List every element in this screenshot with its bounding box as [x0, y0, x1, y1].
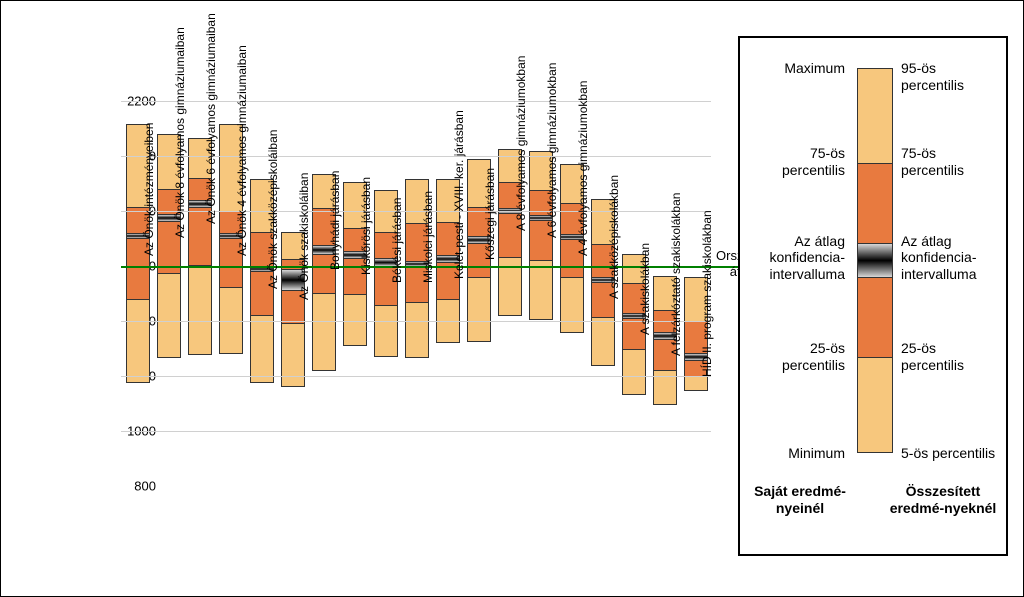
- legend-label-max: Maximum: [750, 60, 845, 77]
- gridline: [121, 321, 711, 322]
- category-label: A 4 évfolyamos gimnáziumokban: [576, 81, 590, 256]
- chart-area: Standardizált képességpont 8001000120014…: [81, 41, 711, 551]
- legend-label-p75-left: 75-ös percentilis: [750, 145, 845, 179]
- legend-label-p75-right: 75-ös percentilis: [901, 145, 996, 179]
- category-label: HÍD II. program szakiskolákban: [700, 210, 714, 377]
- legend-col-title-left: Saját eredmé-nyeinél: [750, 483, 850, 517]
- category-label: Az Önök szakközépiskoláiban: [266, 129, 280, 288]
- category-label: Miskolci járásban: [421, 191, 435, 283]
- category-label: Az Önök 8 évfolyamos gimnáziumaiban: [173, 27, 187, 238]
- legend-box: Maximum 75-ös percentilis Az átlag konfide…: [738, 36, 1008, 556]
- legend-label-p5: 5-ös percentilis: [901, 445, 996, 462]
- legend-label-min: Minimum: [750, 445, 845, 462]
- gridline: [121, 376, 711, 377]
- category-label: Az Önök 4 évfolyamos gimnáziumaiban: [235, 45, 249, 256]
- category-label: A 8 évfolyamos gimnáziumokban: [514, 56, 528, 231]
- legend-label-p25-right: 25-ös percentilis: [901, 340, 996, 374]
- legend-col-title-right: Összesített eredmé-nyeknél: [888, 483, 998, 517]
- legend-label-ci-left: Az átlag konfidencia-intervalluma: [750, 233, 845, 283]
- category-label: Kőszegi járásban: [483, 168, 497, 260]
- legend-ci: [857, 243, 893, 278]
- chart-container: Standardizált képességpont 8001000120014…: [0, 0, 1024, 597]
- legend-label-ci-right: Az átlag konfidencia-intervalluma: [901, 233, 996, 283]
- category-label: A felzárkóztató szakiskolákban: [669, 193, 683, 356]
- category-label: Kelet-pesti - XVIII. ker. járásban: [452, 110, 466, 279]
- category-label: Békési járásban: [390, 197, 404, 282]
- legend-inner: Maximum 75-ös percentilis Az átlag konfide…: [740, 38, 1006, 554]
- legend-label-p25-left: 25-ös percentilis: [750, 340, 845, 374]
- gridline: [121, 431, 711, 432]
- category-label: Kiskőrösi járásban: [359, 177, 373, 275]
- category-label: Bonyhádi járásban: [328, 171, 342, 270]
- category-label: Az Önök szakiskoláiban: [297, 172, 311, 299]
- category-label: Az Önök intézményeiben: [142, 122, 156, 255]
- category-label: Az Önök 6 évfolyamos gimnáziumaiban: [204, 13, 218, 224]
- category-label: A szakiskolákban: [638, 243, 652, 335]
- category-label: A 6 évfolyamos gimnáziumokban: [545, 62, 559, 237]
- category-label: A szakközépiskolákban: [607, 175, 621, 299]
- legend-label-p95: 95-ös percentilis: [901, 60, 996, 94]
